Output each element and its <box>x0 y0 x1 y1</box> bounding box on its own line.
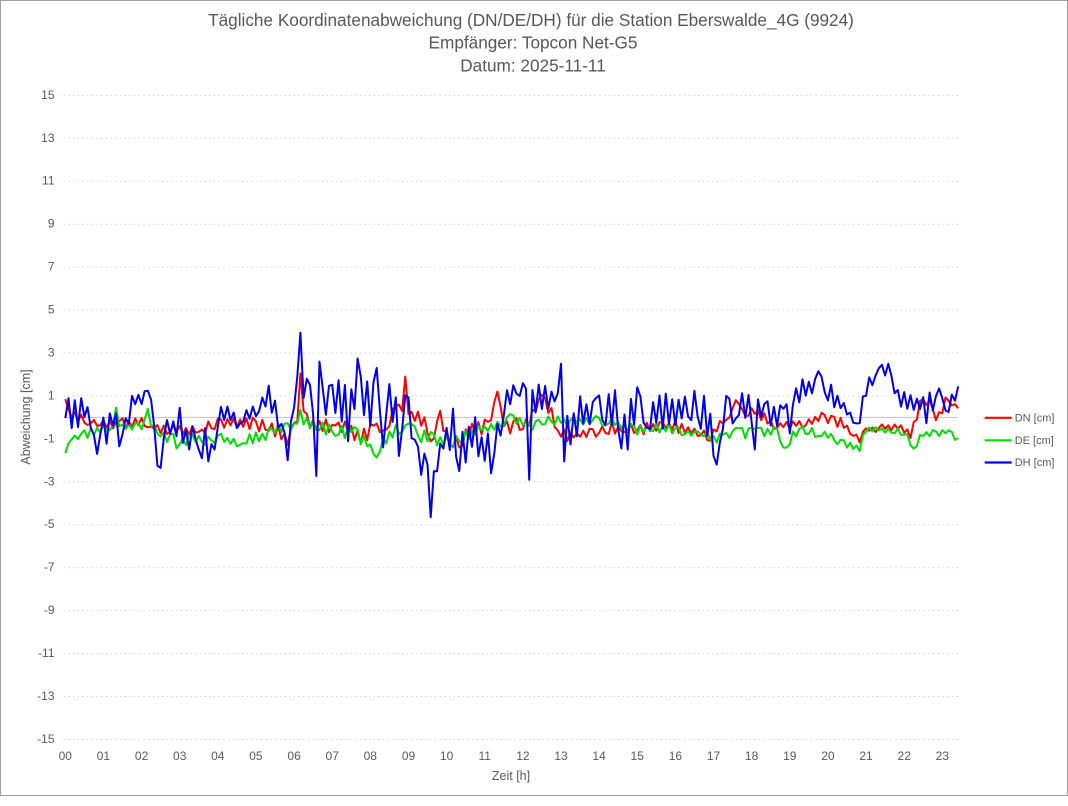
svg-text:13: 13 <box>41 131 55 145</box>
svg-text:DN [cm]: DN [cm] <box>1015 412 1055 424</box>
svg-text:Empfänger: Topcon Net-G5: Empfänger: Topcon Net-G5 <box>429 33 638 53</box>
svg-text:23: 23 <box>936 749 950 763</box>
svg-text:03: 03 <box>173 749 187 763</box>
svg-text:5: 5 <box>48 303 55 317</box>
svg-text:Abweichung [cm]: Abweichung [cm] <box>19 369 33 464</box>
svg-text:04: 04 <box>211 749 225 763</box>
svg-text:15: 15 <box>41 88 55 102</box>
svg-text:22: 22 <box>898 749 912 763</box>
svg-text:-3: -3 <box>44 474 55 488</box>
svg-text:9: 9 <box>48 217 55 231</box>
svg-text:20: 20 <box>821 749 835 763</box>
svg-text:02: 02 <box>135 749 149 763</box>
svg-text:13: 13 <box>554 749 568 763</box>
svg-text:Datum: 2025-11-11: Datum: 2025-11-11 <box>460 56 606 76</box>
svg-text:-9: -9 <box>44 603 55 617</box>
svg-text:05: 05 <box>249 749 263 763</box>
svg-text:08: 08 <box>364 749 378 763</box>
svg-text:00: 00 <box>59 749 73 763</box>
svg-text:11: 11 <box>478 749 491 763</box>
svg-text:16: 16 <box>669 749 683 763</box>
svg-text:11: 11 <box>42 174 55 188</box>
svg-text:14: 14 <box>592 749 606 763</box>
svg-text:1: 1 <box>48 388 55 402</box>
svg-text:21: 21 <box>859 749 873 763</box>
svg-text:-5: -5 <box>44 517 55 531</box>
svg-text:15: 15 <box>631 749 645 763</box>
svg-text:-11: -11 <box>38 646 55 660</box>
svg-text:DH [cm]: DH [cm] <box>1015 457 1055 469</box>
svg-text:7: 7 <box>48 260 55 274</box>
svg-text:-15: -15 <box>37 732 55 746</box>
svg-text:19: 19 <box>783 749 797 763</box>
svg-text:10: 10 <box>440 749 454 763</box>
svg-text:17: 17 <box>707 749 721 763</box>
svg-text:09: 09 <box>402 749 416 763</box>
svg-text:01: 01 <box>97 749 111 763</box>
svg-text:Zeit [h]: Zeit [h] <box>492 769 530 783</box>
svg-text:-7: -7 <box>44 560 55 574</box>
svg-text:3: 3 <box>48 346 55 360</box>
svg-text:07: 07 <box>326 749 340 763</box>
svg-text:06: 06 <box>287 749 301 763</box>
svg-text:-13: -13 <box>37 689 55 703</box>
svg-text:Tägliche Koordinatenabweichung: Tägliche Koordinatenabweichung (DN/DE/DH… <box>208 10 854 30</box>
svg-text:-1: -1 <box>44 431 55 445</box>
svg-text:18: 18 <box>745 749 759 763</box>
svg-text:DE [cm]: DE [cm] <box>1015 435 1054 447</box>
svg-text:12: 12 <box>516 749 530 763</box>
